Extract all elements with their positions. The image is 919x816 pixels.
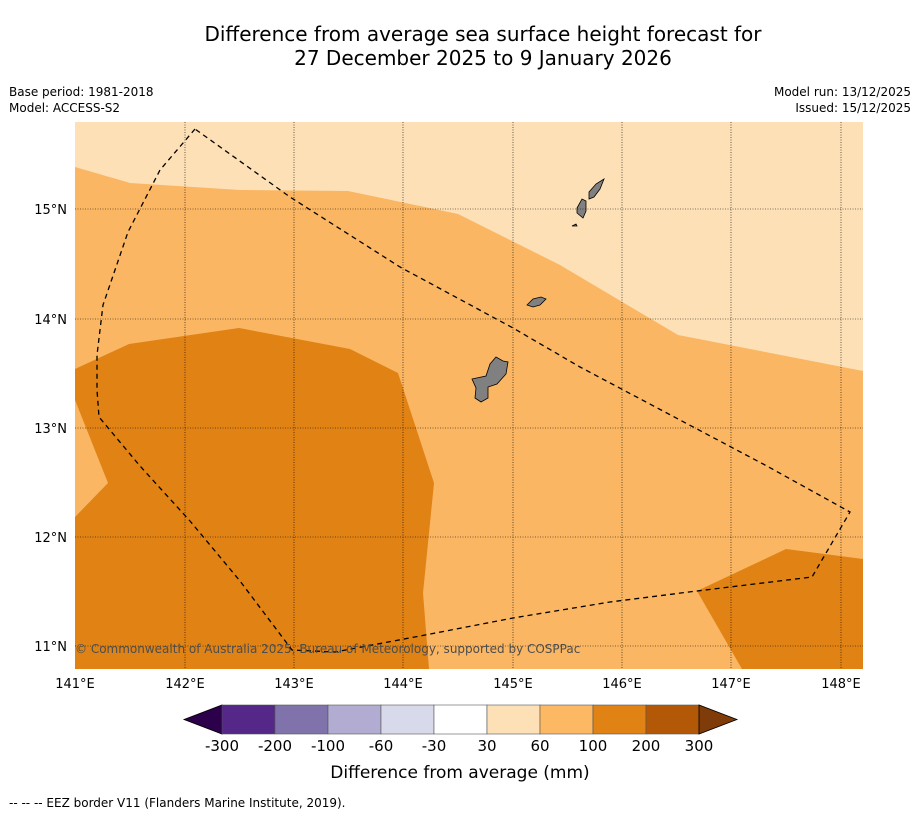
anomaly-band-100-200-southeast xyxy=(697,549,863,669)
colorbar-tick-label: 100 xyxy=(579,737,608,755)
island-rota xyxy=(526,296,547,308)
longitude-label: 147°E xyxy=(711,677,751,692)
longitude-label: 146°E xyxy=(602,677,642,692)
issued-date: Issued: 15/12/2025 xyxy=(795,101,911,115)
colorbar-swatch xyxy=(592,704,647,735)
latitude-label: 13°N xyxy=(34,422,67,437)
colorbar-tick-label: -100 xyxy=(311,737,345,755)
island-aguijan xyxy=(571,223,578,227)
colorbar: -300 -200 -100 -60 -30 30 60 100 200 300 xyxy=(182,704,739,755)
colorbar-under-arrow xyxy=(182,704,223,735)
graticule xyxy=(75,122,863,669)
title-line-2: 27 December 2025 to 9 January 2026 xyxy=(294,46,672,70)
eez-border xyxy=(96,128,851,653)
colorbar-tick-label: -60 xyxy=(369,737,394,755)
meta-right: Model run: 13/12/2025 Issued: 15/12/2025 xyxy=(774,84,911,116)
copyright-text: © Commonwealth of Australia 2025, Bureau… xyxy=(75,642,580,656)
islands xyxy=(471,178,605,403)
colorbar-swatch xyxy=(274,704,329,735)
colorbar-swatch xyxy=(486,704,541,735)
colorbar-swatch xyxy=(327,704,382,735)
colorbar-swatch xyxy=(433,704,488,735)
meta-left: Base period: 1981-2018 Model: ACCESS-S2 xyxy=(9,84,154,116)
model-name: Model: ACCESS-S2 xyxy=(9,101,121,115)
colorbar-tick-label: -200 xyxy=(258,737,292,755)
model-run: Model run: 13/12/2025 xyxy=(773,85,911,99)
map-title: Difference from average sea surface heig… xyxy=(0,22,919,70)
island-tinian xyxy=(576,198,587,219)
longitude-labels: 141°E 142°E 143°E 144°E 145°E 146°E 147°E 148°E xyxy=(55,677,861,692)
base-period: Base period: 1981-2018 xyxy=(9,85,154,99)
latitude-labels: 15°N 14°N 13°N 12°N 11°N xyxy=(34,203,67,655)
eez-footnote: -- -- -- EEZ border V11 (Flanders Marine… xyxy=(9,796,346,810)
island-saipan xyxy=(588,178,605,200)
map-area: © Commonwealth of Australia 2025, Bureau… xyxy=(75,122,863,669)
title-line-1: Difference from average sea surface heig… xyxy=(204,22,762,46)
island-guam xyxy=(471,356,509,403)
colorbar-tick-label: 30 xyxy=(477,737,496,755)
colorbar-swatch xyxy=(380,704,435,735)
colorbar-tick-label: 300 xyxy=(685,737,714,755)
longitude-label: 144°E xyxy=(383,677,423,692)
longitude-label: 143°E xyxy=(274,677,314,692)
anomaly-band-100-200-west xyxy=(75,328,434,669)
latitude-label: 14°N xyxy=(34,313,67,328)
latitude-label: 12°N xyxy=(34,531,67,546)
colorbar-over-arrow xyxy=(698,704,739,735)
longitude-label: 142°E xyxy=(165,677,205,692)
longitude-label: 145°E xyxy=(493,677,533,692)
colorbar-tick-label: 200 xyxy=(632,737,661,755)
latitude-label: 11°N xyxy=(34,640,67,655)
longitude-label: 141°E xyxy=(55,677,95,692)
colorbar-swatch xyxy=(539,704,594,735)
colorbar-tick-label: 60 xyxy=(530,737,549,755)
colorbar-swatch xyxy=(221,704,276,735)
latitude-label: 15°N xyxy=(34,203,67,218)
colorbar-label: Difference from average (mm) xyxy=(330,763,589,783)
colorbar-swatch xyxy=(645,704,700,735)
colorbar-tick-label: -300 xyxy=(205,737,239,755)
colorbar-tick-label: -30 xyxy=(422,737,447,755)
longitude-label: 148°E xyxy=(821,677,861,692)
